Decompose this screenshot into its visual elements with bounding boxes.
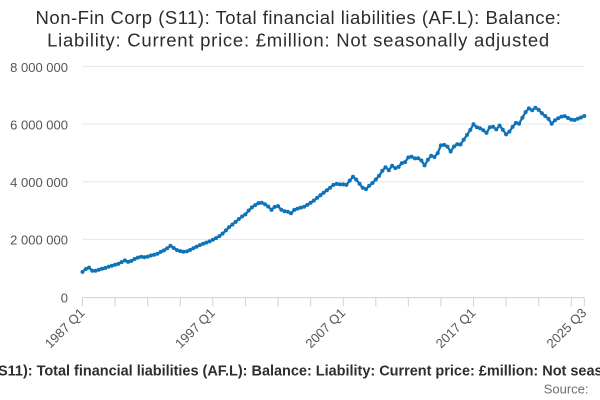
svg-text:0: 0 [61, 290, 68, 305]
svg-text:2 000 000: 2 000 000 [10, 233, 68, 248]
svg-text:Source:: Source: [544, 382, 589, 397]
svg-text:Non-Fin Corp (S11): Total fina: Non-Fin Corp (S11): Total financial liab… [36, 7, 562, 28]
svg-text:Non-Fin Corp (S11): Total fina: Non-Fin Corp (S11): Total financial liab… [0, 364, 600, 380]
svg-text:8 000 000: 8 000 000 [10, 60, 68, 75]
svg-text:Liability: Current price: £mil: Liability: Current price: £million: Not … [47, 30, 550, 51]
svg-text:4 000 000: 4 000 000 [10, 175, 68, 190]
svg-text:6 000 000: 6 000 000 [10, 117, 68, 132]
